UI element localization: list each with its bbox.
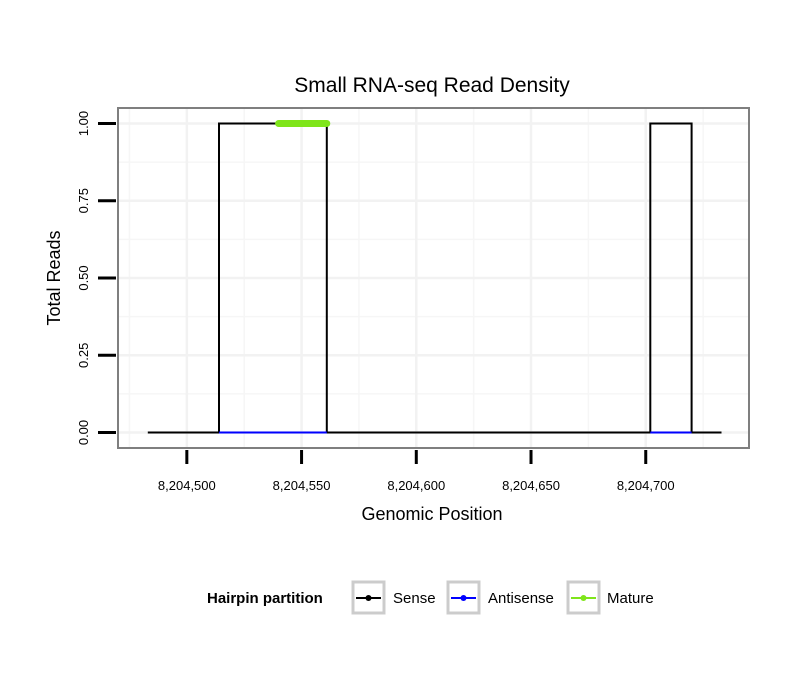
x-tick-label-1: 8,204,550 [273, 478, 331, 493]
x-tick-label-3: 8,204,650 [502, 478, 560, 493]
y-axis: 0.00 0.25 0.50 0.75 1.00 [76, 111, 116, 445]
chart-title: Small RNA-seq Read Density [294, 74, 570, 97]
legend-entry-sense: Sense [351, 580, 436, 615]
y-axis-title: Total Reads [44, 230, 64, 325]
legend-entry-antisense: Antisense [446, 580, 554, 615]
x-axis: 8,204,500 8,204,550 8,204,600 8,204,650 8,20… [158, 450, 675, 493]
y-tick-label-0: 0.00 [76, 420, 91, 445]
legend-key-dot-sense [365, 595, 372, 601]
series-lines [147, 120, 722, 434]
x-tick-label-2: 8,204,600 [387, 478, 445, 493]
legend-entry-mature: Mature [566, 580, 654, 615]
y-tick-label-3: 0.75 [76, 188, 91, 213]
series-line-sense-0 [147, 122, 722, 434]
legend-label-mature: Mature [607, 590, 654, 607]
legend-label-sense: Sense [393, 590, 436, 607]
legend-key-dot-mature [580, 595, 587, 601]
grid-lines [118, 108, 749, 448]
y-tick-label-2: 0.50 [76, 265, 91, 290]
x-tick-label-4: 8,204,700 [617, 478, 675, 493]
legend-label-antisense: Antisense [488, 590, 554, 607]
legend-key-dot-antisense [460, 595, 467, 601]
legend: Hairpin partition Sense Antisense Mature [207, 580, 654, 615]
plot-panel-border [117, 107, 750, 449]
legend-title: Hairpin partition [207, 590, 323, 607]
y-tick-label-4: 1.00 [76, 111, 91, 136]
x-tick-label-0: 8,204,500 [158, 478, 216, 493]
y-tick-label-1: 0.25 [76, 343, 91, 368]
x-axis-title: Genomic Position [361, 504, 502, 524]
